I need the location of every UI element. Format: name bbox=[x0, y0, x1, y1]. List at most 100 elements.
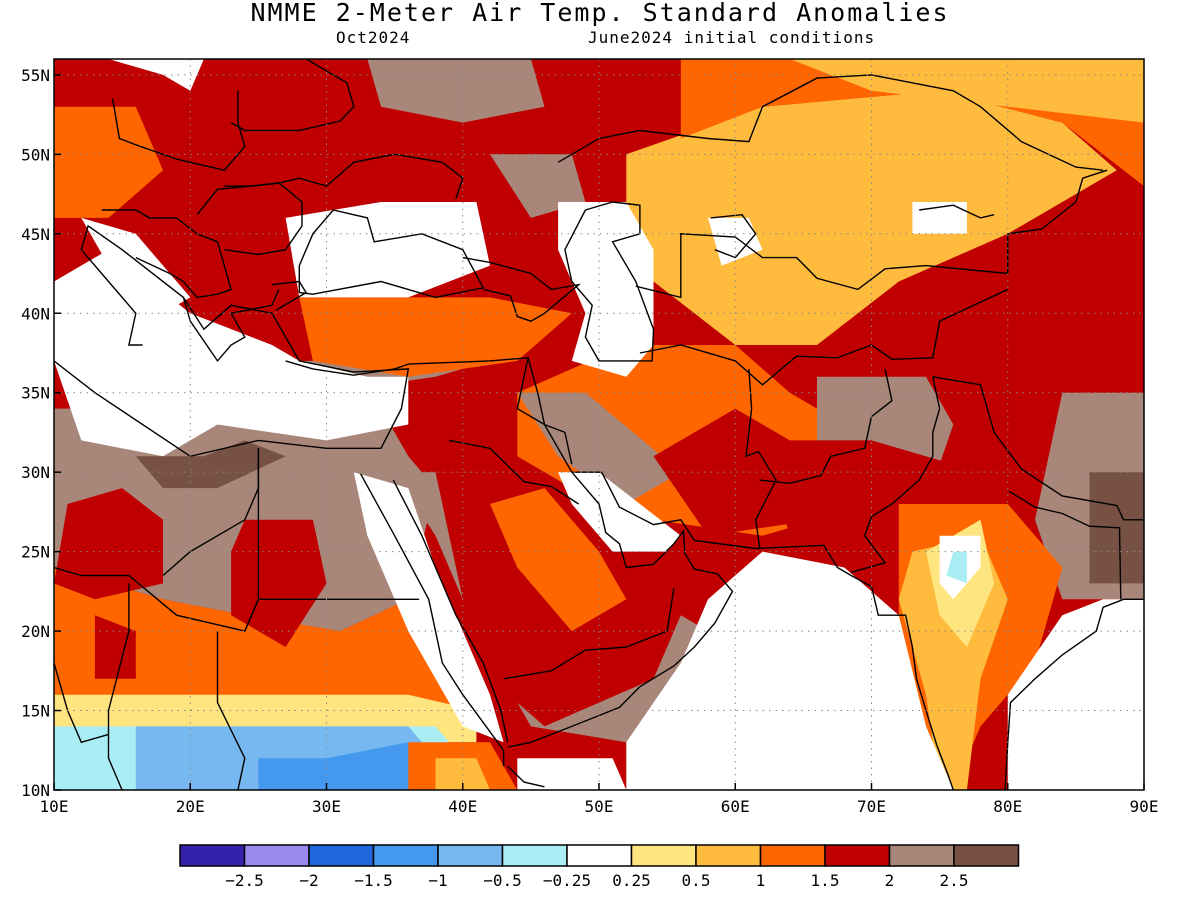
colorbar-label: −1.5 bbox=[354, 871, 393, 890]
iran-red-shade bbox=[653, 408, 817, 536]
red-sea-coast-east bbox=[392, 479, 509, 743]
lon-label: 30E bbox=[312, 797, 341, 816]
romania-border bbox=[196, 182, 303, 256]
lat-label: 20N bbox=[21, 622, 50, 641]
lat-label: 35N bbox=[21, 384, 50, 403]
colorbar-label: 0.25 bbox=[612, 871, 651, 890]
sahara-red-2-shade bbox=[231, 519, 327, 647]
saudi-yemen-border bbox=[503, 588, 675, 680]
lon-label: 70E bbox=[857, 797, 886, 816]
india-pakistan-border bbox=[850, 376, 941, 573]
lat-label: 10N bbox=[21, 781, 50, 800]
lon-label: 60E bbox=[721, 797, 750, 816]
colorbar-label: 1.5 bbox=[811, 871, 840, 890]
map-title: NMME 2-Meter Air Temp. Standard Anomalie… bbox=[250, 0, 950, 27]
black-sea-white-shade bbox=[285, 202, 490, 298]
turkey-orange-shade bbox=[299, 297, 572, 377]
colorbar-label: −0.5 bbox=[483, 871, 522, 890]
turkey-border bbox=[271, 280, 308, 311]
bay-bengal-white-shade bbox=[1007, 599, 1144, 790]
colorbar-label: 2 bbox=[885, 871, 895, 890]
target-month: Oct2024 bbox=[336, 28, 411, 47]
china-border bbox=[1007, 169, 1108, 274]
colorbar-swatch bbox=[372, 844, 439, 867]
arabia-south-coast bbox=[507, 471, 734, 748]
red-sea-coast-west bbox=[359, 473, 505, 767]
caspian-white-shade bbox=[558, 202, 654, 377]
kazakhstan-south-border bbox=[635, 233, 1008, 299]
himalaya-border bbox=[932, 376, 1144, 521]
colorbar-swatch bbox=[953, 844, 1020, 867]
lat-label: 50N bbox=[21, 145, 50, 164]
lon-label: 50E bbox=[585, 797, 614, 816]
north-africa-border bbox=[162, 448, 260, 577]
anatolia-south bbox=[285, 360, 409, 376]
colorbar-swatch bbox=[630, 844, 697, 867]
colorbar-label: −2 bbox=[299, 871, 318, 890]
initial-conditions: June2024 initial conditions bbox=[588, 28, 876, 47]
somalia-coast bbox=[507, 765, 545, 788]
longitude-labels: 10E 20E 30E 40E 50E 60E 70E 80E 90E bbox=[40, 797, 1159, 816]
colorbar-label: 1 bbox=[756, 871, 766, 890]
baltic-white-shade bbox=[108, 59, 204, 91]
lon-label: 20E bbox=[176, 797, 205, 816]
europe-orange-shade bbox=[54, 106, 163, 218]
adriatic-white-shade bbox=[81, 217, 191, 314]
colorbar-swatch bbox=[243, 844, 310, 867]
aral-sea bbox=[710, 213, 757, 259]
india-coast bbox=[850, 574, 954, 790]
colorbar-label: −2.5 bbox=[225, 871, 264, 890]
colorbar-swatch bbox=[824, 844, 891, 867]
central-asia-yellow-shade bbox=[626, 90, 1117, 345]
india-nepal-border bbox=[1008, 490, 1122, 600]
lon-label: 10E bbox=[40, 797, 69, 816]
india-east-coast bbox=[1004, 598, 1144, 790]
chad-niger-border bbox=[107, 583, 130, 790]
balkhash-white-shade bbox=[912, 202, 967, 234]
arabia-orange-shade bbox=[490, 488, 627, 632]
caucasus-border bbox=[462, 256, 582, 322]
lon-label: 90E bbox=[1130, 797, 1159, 816]
iran-east-border bbox=[745, 368, 777, 549]
lat-label: 15N bbox=[21, 702, 50, 721]
black-sea-coast bbox=[298, 209, 485, 299]
sudan-border bbox=[216, 631, 246, 790]
poland-border bbox=[111, 90, 246, 171]
colorbar-swatch bbox=[695, 844, 762, 867]
colorbar-label: −0.25 bbox=[543, 871, 591, 890]
saudi-iraq-border bbox=[448, 439, 579, 505]
india-cyan-shade bbox=[946, 551, 967, 584]
lake-balkhash bbox=[919, 204, 995, 219]
colorbar: −2.5 −2 −1.5 −1 −0.5 −0.25 0.25 0.5 1 1.5 2 2.5 bbox=[179, 844, 1020, 890]
mediterranean-coast bbox=[54, 224, 410, 458]
arabian-sea-white-shade bbox=[626, 551, 954, 790]
red-sea-white-shade bbox=[353, 472, 504, 743]
map-frame bbox=[53, 58, 1145, 791]
lat-label: 45N bbox=[21, 225, 50, 244]
gulf-aden-white-shade bbox=[517, 758, 627, 790]
colorbar-label: −1 bbox=[428, 871, 447, 890]
colorbar-swatch bbox=[308, 844, 375, 867]
colorbar-label: 0.5 bbox=[682, 871, 711, 890]
colorbar-swatch bbox=[501, 844, 568, 867]
balkans-coast bbox=[182, 289, 280, 363]
mali-border bbox=[54, 662, 109, 744]
sahel-orange-shade bbox=[54, 567, 463, 711]
mediterranean-white-shade bbox=[54, 249, 409, 457]
colorbar-swatch bbox=[179, 844, 246, 867]
lat-label: 55N bbox=[21, 66, 50, 85]
lat-label: 40N bbox=[21, 304, 50, 323]
algeria-border bbox=[54, 566, 420, 632]
colorbar-swatch bbox=[759, 844, 826, 867]
levant-border bbox=[408, 357, 573, 473]
lat-label: 30N bbox=[21, 463, 50, 482]
balkans-border bbox=[101, 209, 232, 299]
belarus-border bbox=[230, 59, 355, 132]
libya-darkbrown-shade bbox=[135, 440, 286, 489]
lon-label: 80E bbox=[993, 797, 1022, 816]
iran-coast bbox=[571, 471, 852, 577]
sahara-red-1-shade bbox=[54, 488, 163, 600]
afghanistan-pakistan-border bbox=[759, 368, 893, 485]
coastlines-borders bbox=[54, 59, 1144, 790]
